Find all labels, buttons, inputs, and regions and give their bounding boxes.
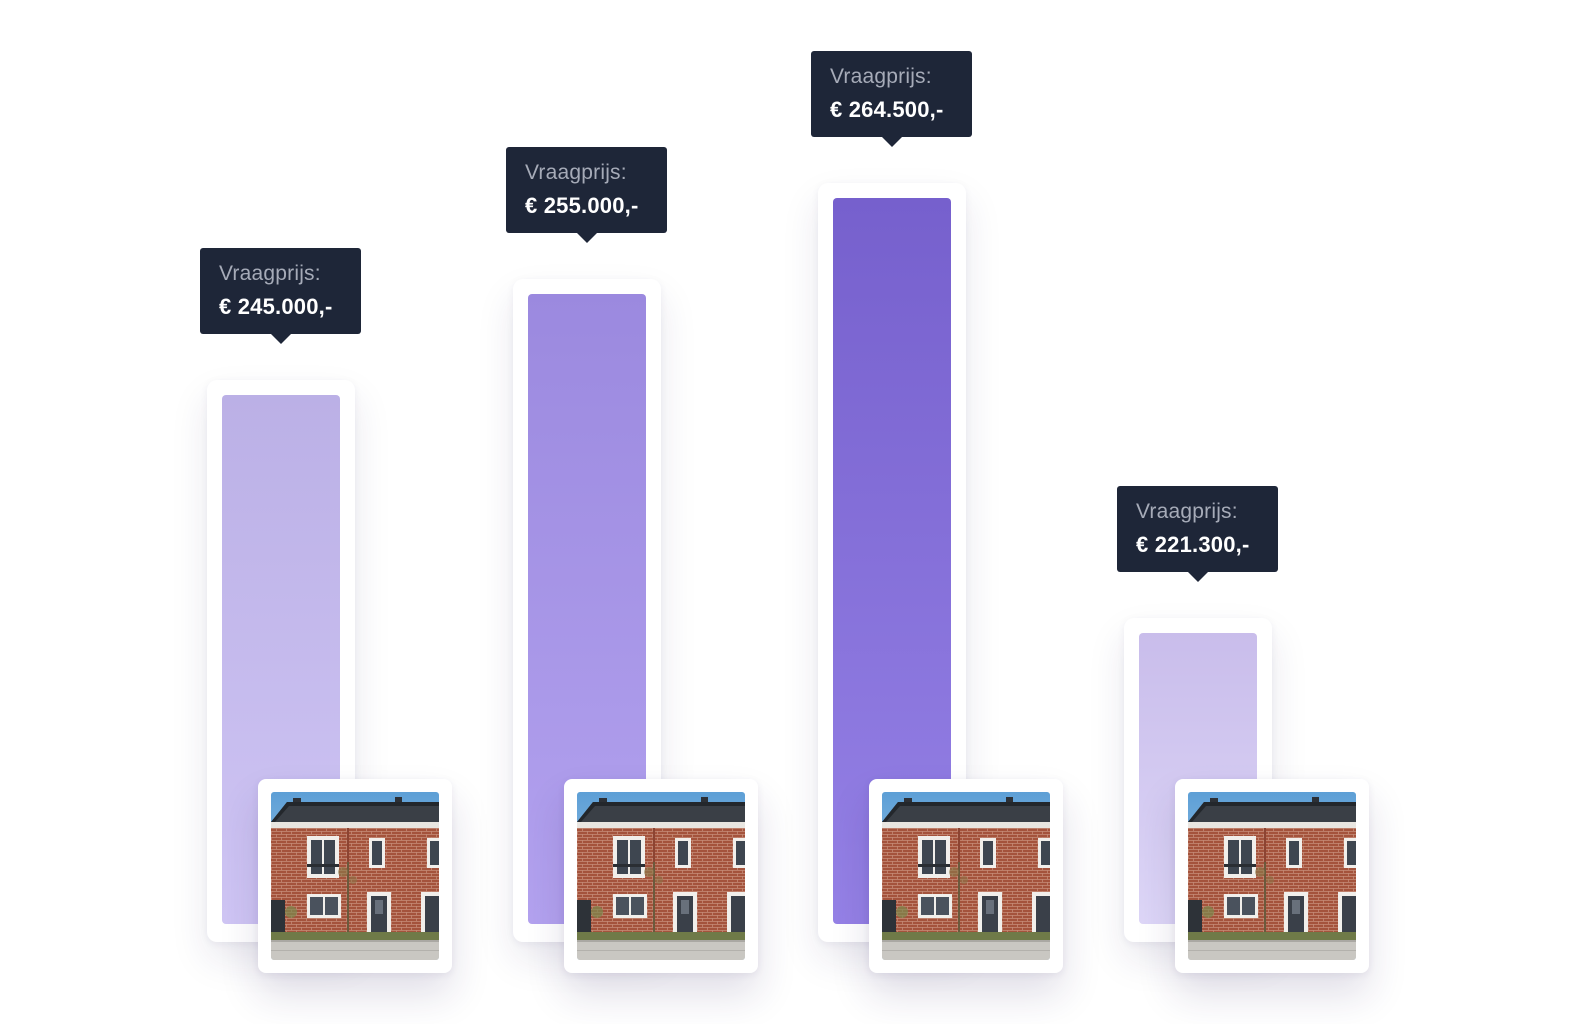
house-photo <box>882 792 1050 960</box>
bar-column: Vraagprijs: € 264.500,- <box>811 0 1063 1024</box>
bar-card <box>207 380 355 942</box>
price-tooltip: Vraagprijs: € 255.000,- <box>506 147 667 243</box>
house-photo <box>271 792 439 960</box>
price-value: € 221.300,- <box>1136 532 1250 557</box>
house-photo <box>1188 792 1356 960</box>
house-photo <box>577 792 745 960</box>
house-photo-card <box>869 779 1063 973</box>
price-label: Vraagprijs: <box>219 262 321 285</box>
house-photo-card <box>564 779 758 973</box>
bar-column: Vraagprijs: € 245.000,- <box>200 0 452 1024</box>
price-label: Vraagprijs: <box>830 65 932 88</box>
price-tooltip: Vraagprijs: € 245.000,- <box>200 248 361 344</box>
price-tooltip: Vraagprijs: € 264.500,- <box>811 51 972 147</box>
price-value: € 245.000,- <box>219 294 333 319</box>
bar-column: Vraagprijs: € 221.300,- <box>1117 0 1369 1024</box>
house-photo-card <box>258 779 452 973</box>
price-value: € 264.500,- <box>830 97 944 122</box>
bar-column: Vraagprijs: € 255.000,- <box>506 0 758 1024</box>
price-value: € 255.000,- <box>525 193 639 218</box>
house-photo-card <box>1175 779 1369 973</box>
price-label: Vraagprijs: <box>1136 500 1238 523</box>
price-label: Vraagprijs: <box>525 161 627 184</box>
price-tooltip: Vraagprijs: € 221.300,- <box>1117 486 1278 582</box>
